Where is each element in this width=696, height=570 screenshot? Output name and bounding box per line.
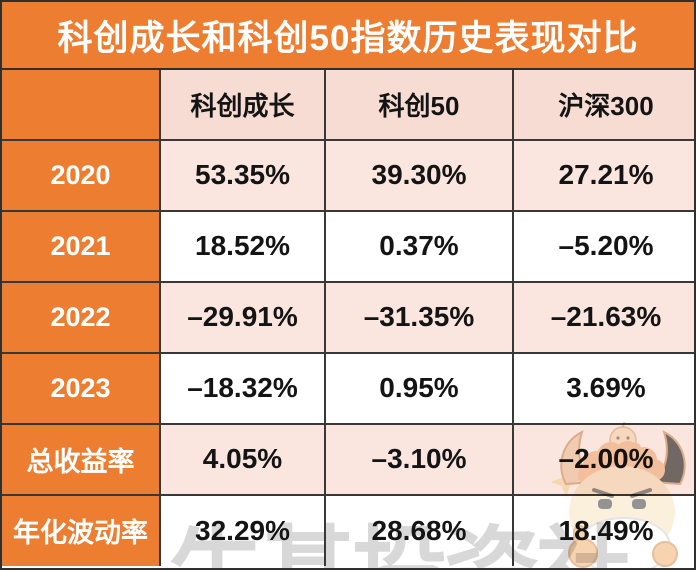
col-header-hushen300: 沪深300 — [512, 69, 694, 141]
value-cell: 53.35% — [159, 138, 326, 212]
value-cell: 39.30% — [324, 138, 514, 212]
row-label: 2021 — [2, 209, 161, 283]
corner-cell — [2, 69, 161, 141]
col-header-kechuang-growth: 科创成长 — [159, 69, 326, 141]
value-cell: –2.00% — [512, 422, 694, 496]
value-cell: –3.10% — [324, 422, 514, 496]
value-cell: –5.20% — [512, 209, 694, 283]
value-cell: 27.21% — [512, 138, 694, 212]
table-row-2023: 2023 –18.32% 0.95% 3.69% — [2, 351, 694, 425]
row-label: 总收益率 — [2, 422, 161, 496]
value-cell: –31.35% — [324, 280, 514, 354]
value-cell: –21.63% — [512, 280, 694, 354]
row-label: 2022 — [2, 280, 161, 354]
table-row-annual-volatility: 年化波动率 32.29% 28.68% 18.49% — [2, 493, 694, 568]
value-cell: –18.32% — [159, 351, 326, 425]
header-row: 科创成长 科创50 沪深300 — [2, 69, 694, 141]
row-label: 2023 — [2, 351, 161, 425]
row-label: 2020 — [2, 138, 161, 212]
table-row-2020: 2020 53.35% 39.30% 27.21% — [2, 138, 694, 212]
performance-table: 科创成长 科创50 沪深300 2020 53.35% 39.30% 27.21… — [2, 69, 694, 568]
value-cell: 3.69% — [512, 351, 694, 425]
table-row-2022: 2022 –29.91% –31.35% –21.63% — [2, 280, 694, 354]
value-cell: 32.29% — [159, 493, 326, 568]
row-label: 年化波动率 — [2, 493, 161, 568]
value-cell: 18.52% — [159, 209, 326, 283]
value-cell: 0.37% — [324, 209, 514, 283]
table-row-total-return: 总收益率 4.05% –3.10% –2.00% — [2, 422, 694, 496]
col-header-kechuang50: 科创50 — [324, 69, 514, 141]
value-cell: 28.68% — [324, 493, 514, 568]
value-cell: 0.95% — [324, 351, 514, 425]
card-title: 科创成长和科创50指数历史表现对比 — [2, 2, 694, 70]
value-cell: 4.05% — [159, 422, 326, 496]
table-row-2021: 2021 18.52% 0.37% –5.20% — [2, 209, 694, 283]
value-cell: 18.49% — [512, 493, 694, 568]
value-cell: –29.91% — [159, 280, 326, 354]
